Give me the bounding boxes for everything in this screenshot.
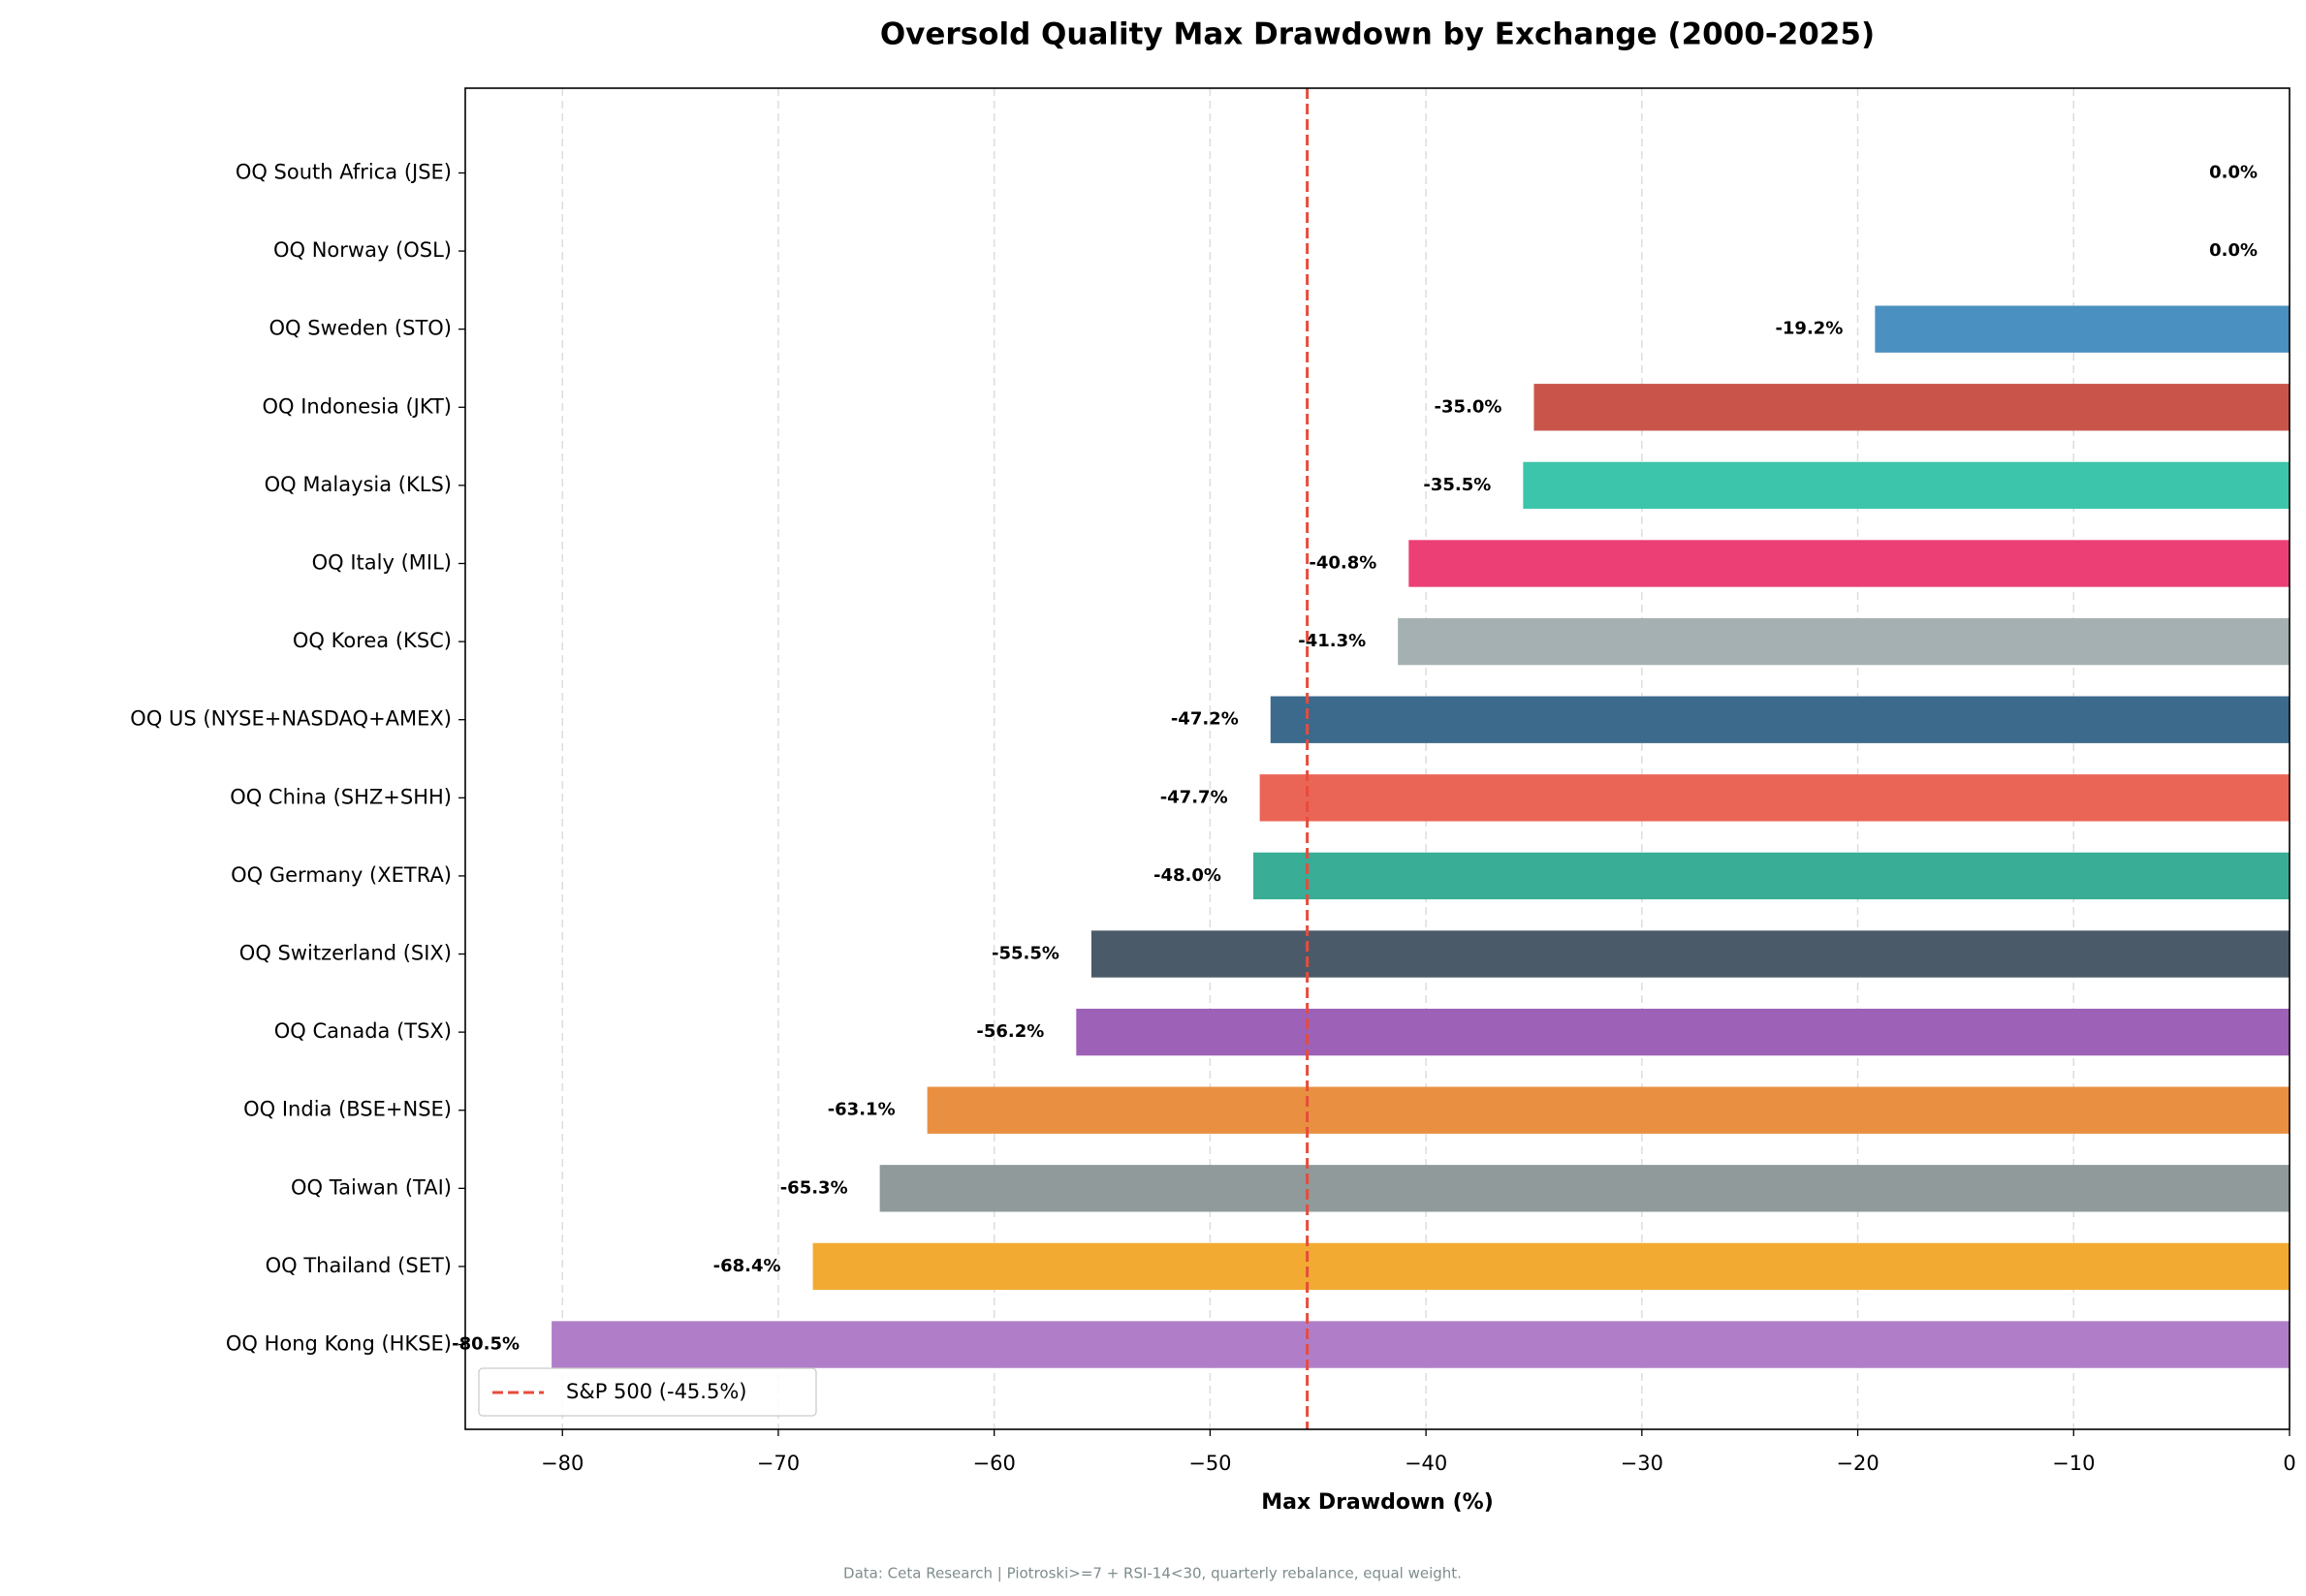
value-label: -80.5% xyxy=(452,1334,520,1355)
x-tick-label: −30 xyxy=(1621,1452,1663,1475)
y-tick-label: OQ Hong Kong (HKSE) xyxy=(226,1332,452,1356)
y-tick-label: OQ Canada (TSX) xyxy=(274,1019,452,1043)
chart-title: Oversold Quality Max Drawdown by Exchang… xyxy=(880,17,1875,52)
value-label: -63.1% xyxy=(828,1100,896,1120)
x-tick-label: −10 xyxy=(2052,1452,2095,1475)
y-tick-label: OQ Sweden (STO) xyxy=(269,317,452,340)
value-label: -47.7% xyxy=(1160,787,1228,807)
x-tick-label: −60 xyxy=(973,1452,1016,1475)
value-label: 0.0% xyxy=(2209,162,2258,182)
bar xyxy=(879,1165,2290,1212)
value-label: -68.4% xyxy=(713,1256,781,1276)
y-tick-label: OQ Italy (MIL) xyxy=(312,550,452,574)
bar xyxy=(1252,852,2290,900)
legend-box xyxy=(478,1367,817,1417)
value-label: -19.2% xyxy=(1775,319,1843,339)
y-tick-label: OQ Thailand (SET) xyxy=(266,1254,452,1277)
value-label: -35.5% xyxy=(1423,475,1491,495)
bar xyxy=(1270,696,2290,743)
bar xyxy=(1408,540,2290,587)
value-label: -41.3% xyxy=(1298,631,1366,651)
bar xyxy=(1523,461,2290,510)
x-tick-label: −20 xyxy=(1836,1452,1879,1475)
value-label: -65.3% xyxy=(780,1177,848,1198)
y-tick-label: OQ Germany (XETRA) xyxy=(231,863,452,887)
bar xyxy=(1090,930,2290,978)
value-label: 0.0% xyxy=(2209,240,2258,261)
value-label: -55.5% xyxy=(992,944,1059,964)
bar xyxy=(1533,384,2290,431)
x-tick-label: −80 xyxy=(541,1452,584,1475)
bar xyxy=(552,1321,2290,1368)
bar xyxy=(927,1086,2290,1134)
bar xyxy=(1076,1008,2290,1056)
y-tick-label: OQ Norway (OSL) xyxy=(273,238,452,262)
bar xyxy=(1875,305,2290,353)
x-tick-label: −70 xyxy=(757,1452,800,1475)
bar xyxy=(1259,774,2290,822)
y-tick-label: OQ China (SHZ+SHH) xyxy=(230,785,452,808)
x-tick-label: −40 xyxy=(1405,1452,1447,1475)
value-label: -48.0% xyxy=(1153,865,1221,886)
value-label: -56.2% xyxy=(976,1021,1044,1042)
bar xyxy=(812,1242,2290,1291)
y-tick-label: OQ Taiwan (TAI) xyxy=(291,1175,452,1199)
y-tick-label: OQ Malaysia (KLS) xyxy=(265,473,452,496)
x-tick-label: 0 xyxy=(2283,1452,2295,1475)
x-axis-label: Max Drawdown (%) xyxy=(1261,1490,1494,1515)
bar xyxy=(1398,617,2290,666)
y-tick-label: OQ South Africa (JSE) xyxy=(236,160,452,183)
y-tick-label: OQ Korea (KSC) xyxy=(293,629,452,652)
y-tick-label: OQ Indonesia (JKT) xyxy=(262,394,452,418)
footnote: Data: Ceta Research | Piotroski>=7 + RSI… xyxy=(843,1565,1462,1582)
legend-label: S&P 500 (-45.5%) xyxy=(566,1380,746,1403)
y-tick-label: OQ India (BSE+NSE) xyxy=(243,1098,452,1121)
value-label: -40.8% xyxy=(1309,552,1376,573)
value-label: -35.0% xyxy=(1435,396,1502,417)
y-tick-label: OQ US (NYSE+NASDAQ+AMEX) xyxy=(130,707,452,731)
plot-frame xyxy=(464,87,2290,1430)
y-tick-label: OQ Switzerland (SIX) xyxy=(239,942,452,965)
x-tick-label: −50 xyxy=(1188,1452,1231,1475)
value-label: -47.2% xyxy=(1171,709,1239,730)
